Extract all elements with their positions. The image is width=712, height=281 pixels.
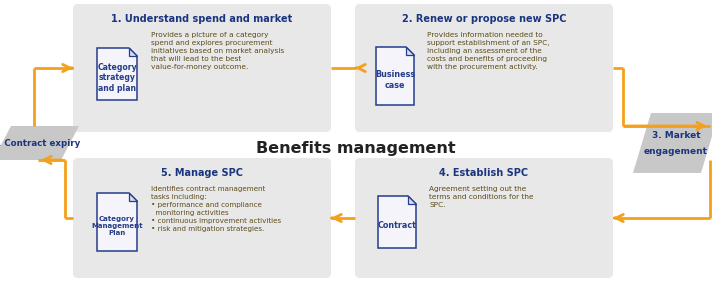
Polygon shape — [97, 48, 137, 100]
FancyBboxPatch shape — [73, 158, 331, 278]
FancyBboxPatch shape — [355, 4, 613, 132]
Text: 5. Manage SPC: 5. Manage SPC — [161, 168, 243, 178]
Text: engagement: engagement — [644, 146, 708, 155]
Text: Category
strategy
and plan: Category strategy and plan — [97, 63, 137, 93]
Text: 3. Market: 3. Market — [651, 130, 701, 139]
Polygon shape — [408, 196, 416, 204]
Text: Identifies contract management
tasks including:
• performance and compliance
  m: Identifies contract management tasks inc… — [151, 186, 281, 232]
Text: Agreement setting out the
terms and conditions for the
SPC.: Agreement setting out the terms and cond… — [429, 186, 533, 208]
Polygon shape — [97, 193, 137, 251]
Text: 2. Renew or propose new SPC: 2. Renew or propose new SPC — [402, 14, 566, 24]
Text: 6. Contract expiry: 6. Contract expiry — [0, 139, 80, 148]
Polygon shape — [129, 48, 137, 56]
FancyBboxPatch shape — [73, 4, 331, 132]
Polygon shape — [633, 113, 712, 173]
Polygon shape — [129, 193, 137, 201]
Polygon shape — [406, 47, 414, 55]
Polygon shape — [0, 126, 79, 160]
FancyBboxPatch shape — [355, 158, 613, 278]
Text: Provides information needed to
support establishment of an SPC,
including an ass: Provides information needed to support e… — [427, 32, 550, 70]
Text: 1. Understand spend and market: 1. Understand spend and market — [111, 14, 293, 24]
Text: Provides a picture of a category
spend and explores procurement
initiatives base: Provides a picture of a category spend a… — [151, 32, 284, 70]
Text: 4. Establish SPC: 4. Establish SPC — [439, 168, 528, 178]
Polygon shape — [376, 47, 414, 105]
Text: Benefits management: Benefits management — [256, 140, 456, 155]
Text: Business
case: Business case — [375, 70, 415, 90]
Text: Contract: Contract — [377, 221, 417, 230]
Text: Category
Management
Plan: Category Management Plan — [91, 216, 143, 236]
Polygon shape — [378, 196, 416, 248]
